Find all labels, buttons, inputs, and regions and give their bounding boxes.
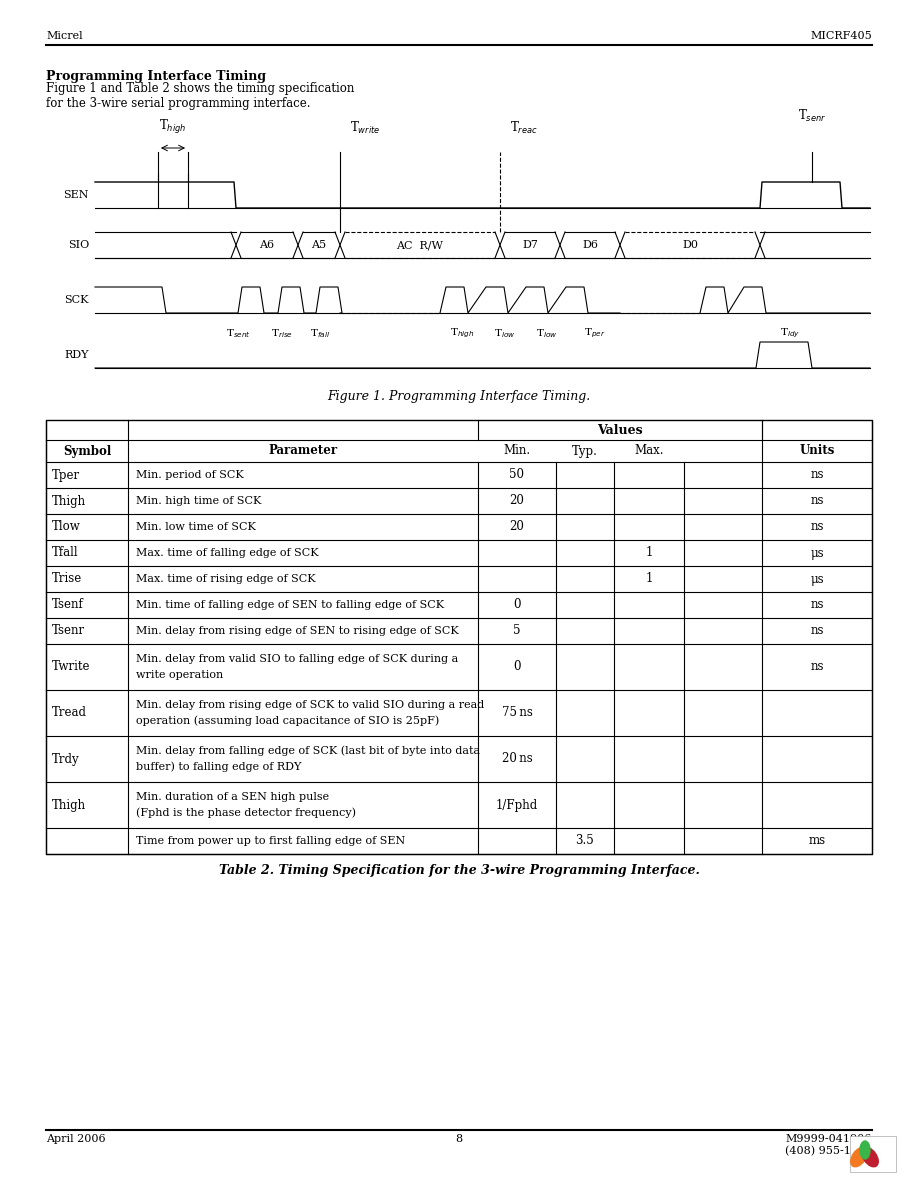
- Text: Min. period of SCK: Min. period of SCK: [136, 470, 244, 480]
- Text: ns: ns: [811, 599, 823, 612]
- Text: A5: A5: [311, 240, 327, 249]
- Text: 8: 8: [455, 1135, 463, 1144]
- Text: (Fphd is the phase detector frequency): (Fphd is the phase detector frequency): [136, 808, 356, 819]
- Text: Min. low time of SCK: Min. low time of SCK: [136, 522, 256, 532]
- Text: Trise: Trise: [52, 573, 83, 586]
- Text: AC  R/W: AC R/W: [397, 240, 443, 249]
- Text: Max.: Max.: [634, 444, 664, 457]
- Text: Units: Units: [800, 444, 834, 457]
- Text: Twrite: Twrite: [52, 661, 91, 674]
- Text: buffer) to falling edge of RDY: buffer) to falling edge of RDY: [136, 762, 301, 772]
- Text: 20: 20: [509, 494, 524, 507]
- Text: A6: A6: [260, 240, 274, 249]
- Text: 1: 1: [645, 573, 653, 586]
- Text: D0: D0: [682, 240, 698, 249]
- Text: Parameter: Parameter: [268, 444, 338, 457]
- Text: Tread: Tread: [52, 707, 87, 720]
- Text: T$_{high}$: T$_{high}$: [450, 327, 475, 341]
- Text: Thigh: Thigh: [52, 798, 86, 811]
- Text: SIO: SIO: [68, 240, 89, 249]
- Text: ns: ns: [811, 520, 823, 533]
- Text: Min. delay from rising edge of SCK to valid SIO during a read: Min. delay from rising edge of SCK to va…: [136, 700, 485, 710]
- Text: ns: ns: [811, 468, 823, 481]
- Text: Tper: Tper: [52, 468, 80, 481]
- Text: T$_{sent}$: T$_{sent}$: [226, 327, 251, 340]
- Text: Min. delay from valid SIO to falling edge of SCK during a: Min. delay from valid SIO to falling edg…: [136, 655, 458, 664]
- Text: Tsenr: Tsenr: [52, 625, 85, 638]
- Text: T$_{low}$: T$_{low}$: [536, 327, 558, 340]
- Text: operation (assuming load capacitance of SIO is 25pF): operation (assuming load capacitance of …: [136, 715, 439, 726]
- Text: M9999-041906
(408) 955-1690: M9999-041906 (408) 955-1690: [785, 1135, 872, 1156]
- Text: T$_{reac}$: T$_{reac}$: [510, 120, 538, 135]
- Text: April 2006: April 2006: [46, 1135, 106, 1144]
- Text: Tsenf: Tsenf: [52, 599, 84, 612]
- Text: 5: 5: [513, 625, 521, 638]
- Text: Figure 1 and Table 2 shows the timing specification
for the 3-wire serial progra: Figure 1 and Table 2 shows the timing sp…: [46, 82, 354, 110]
- Text: Min. delay from rising edge of SEN to rising edge of SCK: Min. delay from rising edge of SEN to ri…: [136, 626, 459, 636]
- Text: 50: 50: [509, 468, 524, 481]
- Text: ns: ns: [811, 625, 823, 638]
- Text: 20: 20: [509, 520, 524, 533]
- Text: T$_{low}$: T$_{low}$: [494, 327, 516, 340]
- Text: ns: ns: [811, 494, 823, 507]
- Text: 75 ns: 75 ns: [501, 707, 532, 720]
- Text: Max. time of rising edge of SCK: Max. time of rising edge of SCK: [136, 574, 316, 584]
- Text: Thigh: Thigh: [52, 494, 86, 507]
- Text: Min. high time of SCK: Min. high time of SCK: [136, 497, 262, 506]
- Text: Figure 1. Programming Interface Timing.: Figure 1. Programming Interface Timing.: [328, 390, 590, 403]
- Text: T$_{high}$: T$_{high}$: [160, 118, 186, 135]
- Ellipse shape: [862, 1148, 879, 1167]
- Bar: [46, 421, 872, 854]
- Text: 1/Fphd: 1/Fphd: [496, 798, 538, 811]
- Text: T$_{ldy}$: T$_{ldy}$: [780, 327, 800, 341]
- Text: Table 2. Timing Specification for the 3-wire Programming Interface.: Table 2. Timing Specification for the 3-…: [218, 864, 700, 877]
- Text: 3.5: 3.5: [576, 834, 594, 847]
- Text: Tlow: Tlow: [52, 520, 81, 533]
- Text: ms: ms: [809, 834, 825, 847]
- Text: write operation: write operation: [136, 670, 223, 680]
- Text: Max. time of falling edge of SCK: Max. time of falling edge of SCK: [136, 548, 319, 558]
- Text: T$_{senr}$: T$_{senr}$: [798, 108, 826, 124]
- Text: Time from power up to first falling edge of SEN: Time from power up to first falling edge…: [136, 836, 405, 846]
- Text: SCK: SCK: [64, 295, 89, 305]
- Text: SEN: SEN: [63, 190, 89, 200]
- Text: T$_{fall}$: T$_{fall}$: [310, 327, 330, 340]
- FancyBboxPatch shape: [850, 1136, 896, 1173]
- Text: Min. duration of a SEN high pulse: Min. duration of a SEN high pulse: [136, 792, 330, 802]
- Text: μs: μs: [811, 546, 823, 560]
- Text: Min.: Min.: [503, 444, 531, 457]
- Text: μs: μs: [811, 573, 823, 586]
- Text: MICRF405: MICRF405: [811, 31, 872, 42]
- Text: Min. time of falling edge of SEN to falling edge of SCK: Min. time of falling edge of SEN to fall…: [136, 600, 444, 609]
- Text: Programming Interface Timing: Programming Interface Timing: [46, 70, 266, 83]
- Text: Values: Values: [598, 423, 643, 436]
- Text: Min. delay from falling edge of SCK (last bit of byte into data: Min. delay from falling edge of SCK (las…: [136, 746, 480, 757]
- Text: T$_{rise}$: T$_{rise}$: [271, 327, 293, 340]
- Text: T$_{write}$: T$_{write}$: [350, 120, 380, 135]
- Text: RDY: RDY: [64, 350, 89, 360]
- Text: Typ.: Typ.: [572, 444, 598, 457]
- Text: ns: ns: [811, 661, 823, 674]
- Ellipse shape: [860, 1140, 870, 1159]
- Text: D7: D7: [522, 240, 538, 249]
- Text: 1: 1: [645, 546, 653, 560]
- Text: 0: 0: [513, 599, 521, 612]
- Text: 20 ns: 20 ns: [501, 752, 532, 765]
- Text: D6: D6: [582, 240, 598, 249]
- Text: Trdy: Trdy: [52, 752, 80, 765]
- Text: T$_{per}$: T$_{per}$: [584, 327, 606, 341]
- Ellipse shape: [851, 1148, 868, 1167]
- Text: 0: 0: [513, 661, 521, 674]
- Text: Micrel: Micrel: [46, 31, 83, 42]
- Text: Tfall: Tfall: [52, 546, 79, 560]
- Text: Symbol: Symbol: [62, 444, 111, 457]
